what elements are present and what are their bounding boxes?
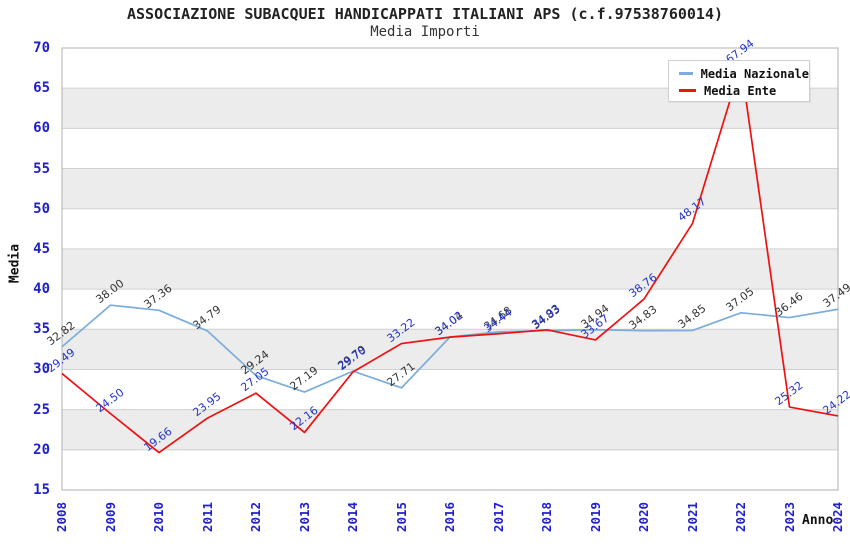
x-tick-label: 2010 <box>151 501 166 533</box>
x-tick-label: 2023 <box>781 501 797 533</box>
x-tick-label: 2018 <box>539 501 554 533</box>
x-tick-label: 2019 <box>587 501 603 533</box>
y-tick-label: 60 <box>33 120 50 137</box>
x-tick-label: 2020 <box>636 501 651 533</box>
x-tick-label: 2014 <box>345 501 360 533</box>
y-tick-label: 25 <box>33 401 50 418</box>
y-tick-label: 65 <box>33 80 50 97</box>
y-tick-label: 20 <box>33 441 50 458</box>
x-tick-label: 2011 <box>199 501 215 533</box>
band-stripe <box>62 168 838 209</box>
x-tick-label: 2009 <box>102 501 118 533</box>
legend-item-ente: Media Ente <box>679 82 809 99</box>
x-tick-label: 2013 <box>296 501 312 533</box>
x-axis-title: Anno <box>802 513 834 528</box>
x-tick-label: 2022 <box>733 501 748 533</box>
y-tick-label: 45 <box>33 240 50 257</box>
legend-label-nazionale: Media Nazionale <box>700 66 809 81</box>
nazionale-line-swatch-icon <box>679 72 693 75</box>
y-tick-label: 55 <box>33 160 50 177</box>
y-tick-label: 35 <box>33 321 50 338</box>
x-tick-label: 2017 <box>490 501 506 533</box>
band-stripe <box>62 329 838 370</box>
y-tick-label: 70 <box>33 40 50 56</box>
x-tick-label: 2016 <box>442 501 457 533</box>
plot-border <box>61 47 839 491</box>
y-tick-label: 50 <box>33 200 50 217</box>
x-tick-label: 2015 <box>393 501 409 533</box>
x-tick-label: 2008 <box>54 501 69 533</box>
series-line-ente <box>61 63 839 454</box>
legend-item-nazionale: Media Nazionale <box>679 65 809 82</box>
chart-title: ASSOCIAZIONE SUBACQUEI HANDICAPPATI ITAL… <box>126 5 724 23</box>
x-tick-label: 2012 <box>248 501 263 533</box>
chart-subtitle: Media Importi <box>370 24 480 40</box>
x-tick-label: 2021 <box>684 501 700 533</box>
y-tick-label: 30 <box>33 361 50 378</box>
ente-line-swatch-icon <box>679 89 696 92</box>
x-tick-label: 2024 <box>830 501 845 533</box>
legend-label-ente: Media Ente <box>704 83 777 98</box>
band-stripe <box>62 248 838 290</box>
legend: Media Nazionale Media Ente <box>668 60 810 102</box>
y-tick-label: 40 <box>33 281 50 298</box>
y-tick-label: 15 <box>33 482 50 498</box>
